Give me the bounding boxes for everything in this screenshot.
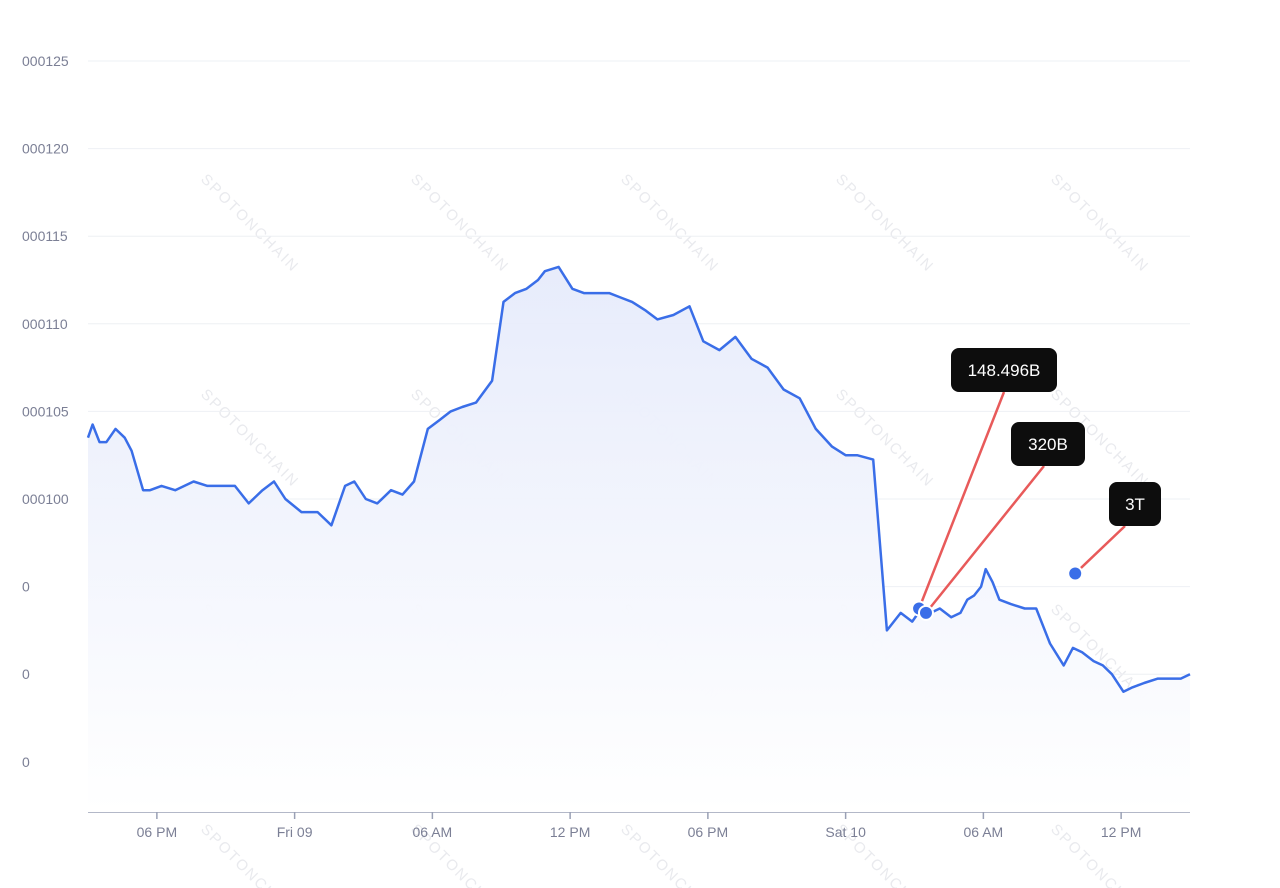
y-tick-label: 000115 — [22, 228, 68, 244]
y-tick-label: 000125 — [22, 53, 69, 69]
y-tick-label: 000110 — [22, 316, 68, 332]
callout-connector — [925, 465, 1045, 614]
callout-box — [1109, 482, 1161, 526]
x-tick-label: Fri 09 — [277, 824, 313, 840]
x-tick-label: 12 PM — [1101, 824, 1141, 840]
callout-label: 3T — [1125, 495, 1145, 514]
watermark-text: SPOTONCHAIN — [1047, 171, 1152, 276]
callout-label: 148.496B — [968, 361, 1041, 380]
callout-box — [1011, 422, 1085, 466]
y-tick-label: 000100 — [22, 491, 69, 507]
x-tick-label: Sat 10 — [825, 824, 866, 840]
y-tick-label: 0 — [22, 666, 30, 682]
x-tick-label: 06 AM — [413, 824, 453, 840]
watermark-text: SPOTONCHAIN — [832, 171, 937, 276]
x-tick-label: 12 PM — [550, 824, 590, 840]
price-area-fill — [88, 266, 1190, 812]
callout-connector — [1074, 525, 1126, 575]
x-tick-label: 06 PM — [137, 824, 177, 840]
annotation-marker — [917, 604, 934, 621]
callout-box — [951, 348, 1057, 392]
watermark-text: SPOTONCHAIN — [197, 171, 302, 276]
y-tick-label: 0 — [22, 579, 30, 595]
callout-connector — [917, 391, 1006, 609]
price-line — [86, 265, 1191, 693]
y-tick-label: 000120 — [22, 141, 69, 157]
watermark-text: SPOTONCHAIN — [617, 171, 722, 276]
y-tick-label: 000105 — [22, 403, 69, 419]
x-tick-label: 06 AM — [964, 824, 1004, 840]
callout-label: 320B — [1028, 435, 1068, 454]
watermark-text: SPOTONCHAIN — [197, 386, 302, 491]
annotation-marker — [1067, 565, 1084, 582]
y-tick-label: 0 — [22, 754, 30, 770]
annotation-layer: 148.496B 320B 3T — [911, 348, 1161, 621]
y-axis: 000125 000120 000115 000110 000105 000100 0 0 0 — [22, 53, 69, 770]
watermark-text: SPOTONCHAIN — [407, 171, 512, 276]
x-tick-label: 06 PM — [688, 824, 728, 840]
